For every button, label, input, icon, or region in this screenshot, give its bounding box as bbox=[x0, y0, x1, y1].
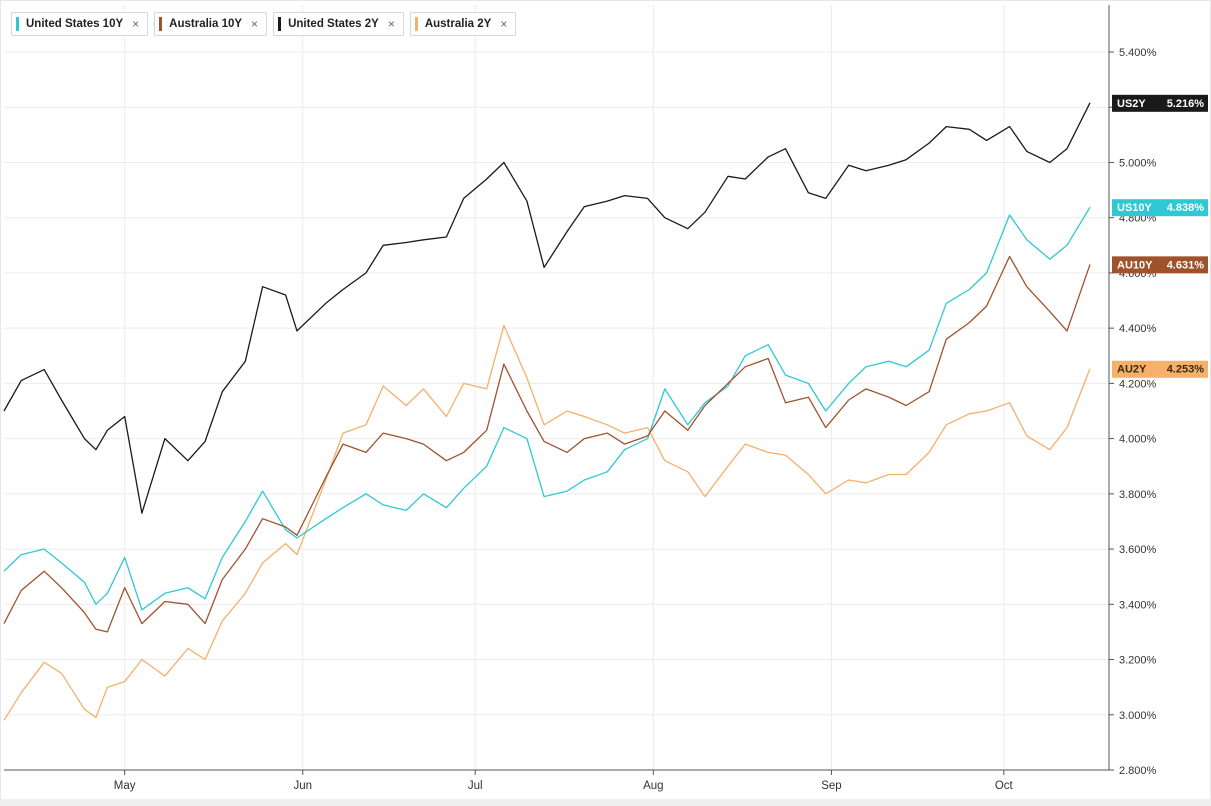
tag-us10y: US10Y 4.838% bbox=[1112, 199, 1208, 217]
y-tick-label: 5.400% bbox=[1119, 47, 1157, 59]
legend-chip-au10y[interactable]: Australia 10Y × bbox=[154, 12, 268, 36]
tag-au2y: AU2Y 4.253% bbox=[1112, 360, 1208, 378]
last-value-tags: US10Y 4.838% AU10Y 4.631% US2Y 5.216% AU2Y 4.25… bbox=[1112, 94, 1208, 378]
y-tick-label: 3.000% bbox=[1119, 710, 1157, 722]
legend-chip-us10y[interactable]: United States 10Y × bbox=[11, 12, 149, 36]
legend-label: United States 10Y bbox=[26, 18, 124, 30]
legend-swatch bbox=[278, 17, 282, 31]
legend-swatch bbox=[16, 17, 19, 31]
series-line-au2y bbox=[3, 324, 1091, 721]
tag-name: US2Y bbox=[1117, 98, 1146, 110]
series-lines bbox=[3, 102, 1091, 721]
tag-name: US10Y bbox=[1117, 202, 1153, 214]
tag-background bbox=[1112, 360, 1208, 378]
legend-chip-us2y[interactable]: United States 2Y × bbox=[273, 12, 404, 36]
tag-background bbox=[1112, 94, 1208, 112]
axes: 2.800% 3.000% 3.200% 3.400% 3.600% 3.800% 4.00… bbox=[0, 5, 1211, 806]
legend-swatch bbox=[159, 17, 163, 31]
x-tick-label: Jun bbox=[294, 780, 313, 792]
y-tick-label: 4.400% bbox=[1119, 323, 1157, 335]
tag-name: AU10Y bbox=[1117, 259, 1153, 271]
close-icon[interactable]: × bbox=[132, 17, 140, 31]
tag-value: 4.253% bbox=[1167, 364, 1205, 376]
tag-au10y: AU10Y 4.631% bbox=[1112, 256, 1208, 274]
y-tick-label: 3.200% bbox=[1119, 655, 1157, 667]
x-tick-label: May bbox=[114, 780, 136, 792]
close-icon[interactable]: × bbox=[251, 17, 259, 31]
x-tick-label: Aug bbox=[643, 780, 663, 792]
tag-value: 5.216% bbox=[1167, 98, 1205, 110]
x-tick-label: Jul bbox=[468, 780, 483, 792]
tag-value: 4.631% bbox=[1167, 259, 1205, 271]
tag-background bbox=[1112, 256, 1208, 274]
close-icon[interactable]: × bbox=[387, 17, 395, 31]
legend: United States 10Y × Australia 10Y × Unit… bbox=[11, 12, 517, 36]
y-tick-label: 3.800% bbox=[1119, 489, 1157, 501]
y-tick-label: 4.000% bbox=[1119, 434, 1157, 446]
legend-chip-au2y[interactable]: Australia 2Y × bbox=[409, 12, 517, 36]
tag-name: AU2Y bbox=[1117, 364, 1147, 376]
legend-label: United States 2Y bbox=[288, 18, 379, 30]
legend-label: Australia 2Y bbox=[424, 18, 492, 30]
tag-value: 4.838% bbox=[1167, 202, 1205, 214]
tag-background bbox=[1112, 199, 1208, 217]
x-tick-label: Sep bbox=[821, 780, 841, 792]
y-tick-label: 4.200% bbox=[1119, 378, 1157, 390]
y-tick-label: 2.800% bbox=[1119, 765, 1157, 777]
x-tick-label: Oct bbox=[995, 780, 1014, 792]
legend-label: Australia 10Y bbox=[169, 18, 243, 30]
series-line-au10y bbox=[3, 255, 1091, 633]
y-tick-label: 3.600% bbox=[1119, 544, 1157, 556]
legend-swatch bbox=[414, 17, 418, 31]
close-icon[interactable]: × bbox=[500, 17, 508, 31]
series-line-us2y bbox=[3, 102, 1091, 514]
series-line-us10y bbox=[3, 206, 1091, 611]
y-tick-label: 3.400% bbox=[1119, 599, 1157, 611]
y-tick-label: 5.000% bbox=[1119, 157, 1157, 169]
bottom-strip bbox=[0, 799, 1211, 806]
tag-us2y: US2Y 5.216% bbox=[1112, 94, 1208, 112]
